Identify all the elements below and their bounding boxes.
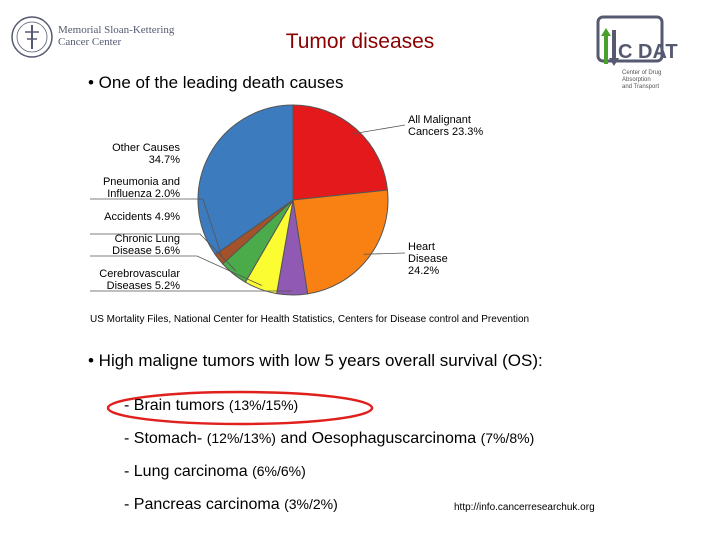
tumor-item-stomach: - Stomach- (12%/13%) and Oesophaguscarci… <box>124 430 534 448</box>
cdat-logo-graphic: C DAT <box>596 15 678 66</box>
tumor-os: (6%/6%) <box>252 463 306 479</box>
pie-label-6-line1: 34.7% <box>149 154 180 166</box>
pie-label-4-line0: Accidents 4.9% <box>104 211 180 223</box>
pie-slice-1 <box>292 189 389 295</box>
pie-leader-0 <box>352 124 406 135</box>
pie-leader-3 <box>90 255 263 286</box>
pie-slice-0 <box>292 104 389 201</box>
msk-logo-line1: Memorial Sloan-Kettering <box>58 24 175 36</box>
pie-label-6-line0: Other Causes <box>112 142 180 154</box>
cdat-sub-line2: and Transport <box>622 84 660 90</box>
highlight-ellipse <box>106 390 374 426</box>
page-title: Tumor diseases <box>285 30 435 53</box>
pie-label-3-line0: Chronic Lung <box>115 233 180 245</box>
msk-logo-line2: Cancer Center <box>58 36 122 48</box>
pie-label-0-line0: All Malignant <box>408 114 471 126</box>
bullet-high-maligne-tumors: • High maligne tumors with low 5 years o… <box>88 351 543 370</box>
pie-label-2-line0: Cerebrovascular <box>99 268 180 280</box>
pie-slice-6 <box>197 104 294 256</box>
pie-label-5-line0: Pneumonia and <box>103 176 180 188</box>
pie-leader-lines <box>90 124 406 292</box>
tumor-os: (12%/13%) <box>206 430 276 446</box>
pie-label-1-line0: Heart <box>408 241 435 253</box>
tumor-name: - Stomach- <box>124 430 203 447</box>
source-url: http://info.cancerresearchuk.org <box>454 502 595 513</box>
cdat-logo: C DAT Center of Drug Absorption and Tran… <box>588 14 678 96</box>
tumor-os: (13%/15%) <box>228 397 299 413</box>
pie-label-5-line1: Influenza 2.0% <box>107 188 180 200</box>
tumor-os-2: (7%/8%) <box>480 430 535 446</box>
pie-label-2-line1: Diseases 5.2% <box>107 280 181 292</box>
bullet-death-causes: • One of the leading death causes <box>88 73 344 92</box>
pie-label-1-line2: 24.2% <box>408 265 439 277</box>
tumor-name-2: and Oesophaguscarcinoma <box>280 430 477 447</box>
pie-label-1-line1: Disease <box>408 253 448 265</box>
tumor-name: - Pancreas carcinoma <box>124 496 280 513</box>
pie-label-0-line1: Cancers 23.3% <box>408 126 483 138</box>
tumor-item-brain: - Brain tumors (13%/15%) <box>124 397 298 415</box>
cdat-logo-text: C DAT <box>618 41 678 63</box>
tumor-item-pancreas: - Pancreas carcinoma (3%/2%) <box>124 496 338 514</box>
tumor-item-lung: - Lung carcinoma (6%/6%) <box>124 463 306 481</box>
msk-logo: Memorial Sloan-Kettering Cancer Center <box>10 12 200 64</box>
pie-leader-1 <box>363 252 406 255</box>
pie-label-3-line1: Disease 5.6% <box>112 245 180 257</box>
pie-leader-5 <box>90 198 223 257</box>
chart-source: US Mortality Files, National Center for … <box>90 314 530 325</box>
pie-slices <box>197 104 389 296</box>
tumor-name: - Lung carcinoma <box>124 463 248 480</box>
tumor-name: - Brain tumors <box>124 397 225 414</box>
cdat-sub-line1: Center of Drug Absorption <box>622 70 662 83</box>
pie-leader-4 <box>90 233 237 272</box>
msk-seal-icon <box>11 16 53 58</box>
tumor-os: (3%/2%) <box>284 496 338 512</box>
